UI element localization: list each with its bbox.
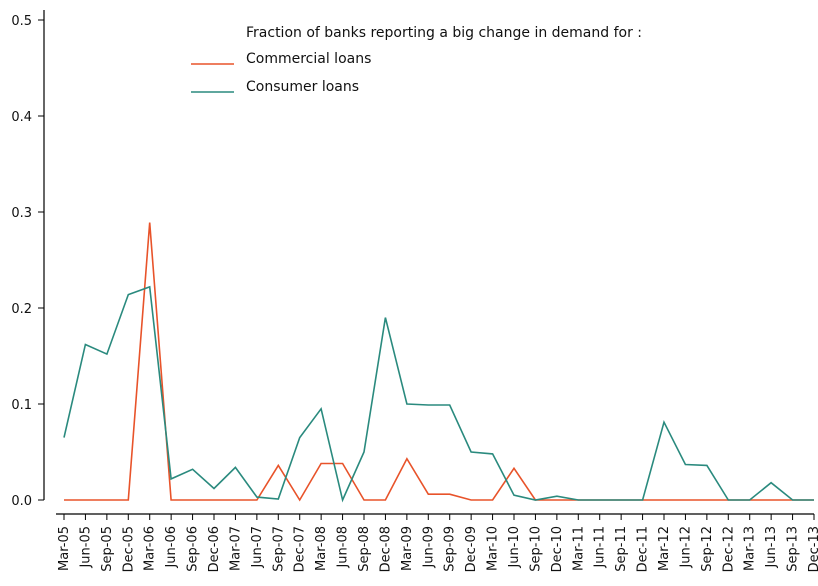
y-tick-label: 0.0: [11, 494, 32, 509]
series-line-consumer-loans: [63, 285, 814, 503]
x-tick-label: Dec-07: [293, 526, 308, 572]
legend-label-commercial: Commercial loans: [246, 51, 371, 67]
x-tick-label: Mar-07: [228, 526, 243, 571]
x-tick-label: Sep-06: [186, 526, 201, 572]
x-tick-label: Sep-07: [271, 526, 286, 572]
x-tick-label: Jun-10: [507, 526, 522, 569]
x-tick-label: Sep-13: [786, 526, 801, 572]
x-tick-label: Sep-05: [100, 526, 115, 572]
x-tick-label: Jun-05: [78, 526, 93, 569]
legend-label-consumer: Consumer loans: [246, 79, 359, 95]
x-tick-label: Jun-11: [593, 526, 608, 569]
y-tick-label: 0.3: [11, 206, 32, 221]
x-tick-label: Sep-12: [700, 526, 715, 572]
x-tick-label: Mar-05: [57, 526, 72, 571]
x-tick-label: Sep-10: [528, 526, 543, 572]
x-tick-label: Mar-11: [571, 526, 586, 571]
x-tick-label: Jun-12: [678, 526, 693, 569]
x-tick-label: Dec-05: [121, 526, 136, 572]
y-tick-label: 0.1: [11, 398, 32, 413]
series-line-commercial-loans: [64, 222, 814, 502]
x-tick-label: Jun-08: [336, 526, 351, 569]
legend-title: Fraction of banks reporting a big change…: [246, 25, 642, 41]
x-tick-label: Jun-06: [164, 526, 179, 569]
x-tick-label: Mar-09: [400, 526, 415, 571]
x-tick-label: Dec-12: [721, 526, 736, 572]
x-tick-label: Jun-09: [421, 526, 436, 569]
x-tick-label: Mar-06: [143, 526, 158, 571]
x-tick-label: Mar-12: [657, 526, 672, 571]
x-tick-label: Sep-11: [614, 526, 629, 572]
x-tick-label: Dec-10: [550, 526, 565, 572]
x-tick-label: Jun-13: [764, 526, 779, 569]
x-tick-label: Sep-09: [443, 526, 458, 572]
x-tick-label: Dec-11: [636, 526, 651, 572]
chart-series: [63, 222, 814, 503]
chart-axes: 0.0 0.1 0.2 0.3 0.4 0.5 Mar-05 Jun-05 Sep-05 Dec-…: [11, 10, 818, 572]
x-tick-label: Jun-07: [250, 526, 265, 569]
x-tick-label: Dec-13: [807, 526, 818, 572]
chart-legend: Fraction of banks reporting a big change…: [191, 25, 642, 95]
x-tick-label: Mar-13: [743, 526, 758, 571]
x-tick-label: Mar-10: [486, 526, 501, 571]
x-tick-label: Dec-06: [207, 526, 222, 572]
x-tick-label: Dec-09: [464, 526, 479, 572]
x-tick-label: Dec-08: [378, 526, 393, 572]
y-tick-label: 0.2: [11, 302, 32, 317]
x-tick-label: Sep-08: [357, 526, 372, 572]
x-tick-label: Mar-08: [314, 526, 329, 571]
y-tick-label: 0.4: [11, 110, 32, 125]
y-tick-label: 0.5: [11, 14, 32, 29]
